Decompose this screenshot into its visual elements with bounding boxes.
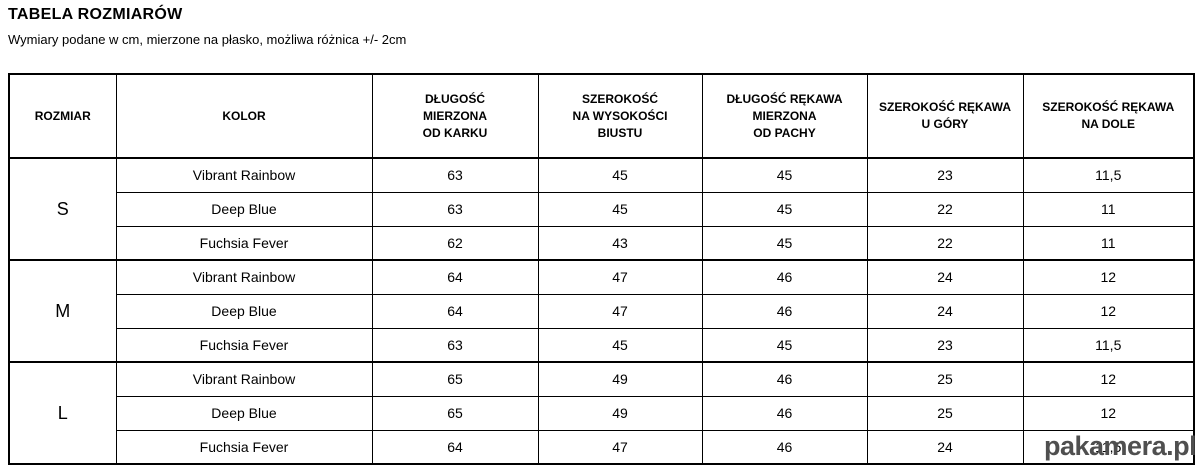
header-dlugosc-rekawa: DŁUGOŚĆ RĘKAWA MIERZONA OD PACHY <box>701 73 868 159</box>
measurement-value: 45 <box>701 191 868 227</box>
header-dlugosc-od-karku: DŁUGOŚĆ MIERZONA OD KARKU <box>371 73 539 159</box>
measurement-value: 46 <box>701 429 868 465</box>
measurement-value: 49 <box>537 395 703 431</box>
measurement-value: 24 <box>866 429 1024 465</box>
table-row: Fuchsia Fever 62 43 45 22 11 <box>9 225 1195 261</box>
measurement-value: 23 <box>866 157 1024 193</box>
size-table: ROZMIAR KOLOR DŁUGOŚĆ MIERZONA OD KARKU … <box>8 73 1195 465</box>
table-row: Deep Blue 64 47 46 24 12 <box>9 293 1195 329</box>
measurement-value: 24 <box>866 293 1024 329</box>
measurement-value: 45 <box>537 157 703 193</box>
header-szerokosc-biustu: SZEROKOŚĆ NA WYSOKOŚCI BIUSTU <box>537 73 703 159</box>
measurement-value: 12 <box>1022 293 1195 329</box>
measurement-value: 22 <box>866 225 1024 261</box>
measurement-note: Wymiary podane w cm, mierzone na płasko,… <box>8 32 407 47</box>
measurement-value: 46 <box>701 293 868 329</box>
measurement-value: 64 <box>371 429 539 465</box>
measurement-value: 46 <box>701 395 868 431</box>
measurement-value: 45 <box>701 225 868 261</box>
measurement-value: 49 <box>537 361 703 397</box>
measurement-value: 43 <box>537 225 703 261</box>
table-row: Deep Blue 63 45 45 22 11 <box>9 191 1195 227</box>
measurement-value: 47 <box>537 429 703 465</box>
color-name: Vibrant Rainbow <box>115 259 373 295</box>
color-name: Vibrant Rainbow <box>115 361 373 397</box>
measurement-value: 45 <box>701 327 868 363</box>
header-rozmiar: ROZMIAR <box>8 73 117 159</box>
table-row: Fuchsia Fever 63 45 45 23 11,5 <box>9 327 1195 363</box>
measurement-value: 47 <box>537 293 703 329</box>
measurement-value: 65 <box>371 395 539 431</box>
measurement-value: 23 <box>866 327 1024 363</box>
measurement-value: 47 <box>537 259 703 295</box>
measurement-value: 63 <box>371 327 539 363</box>
measurement-value: 64 <box>371 293 539 329</box>
measurement-value: 11,5 <box>1022 429 1195 465</box>
size-group-l: L Vibrant Rainbow 65 49 46 25 12 Deep Bl… <box>8 361 1195 465</box>
measurement-value: 65 <box>371 361 539 397</box>
page-title: TABELA ROZMIARÓW <box>8 6 183 23</box>
header-szerokosc-rekawa-dol: SZEROKOŚĆ RĘKAWA NA DOLE <box>1022 73 1195 159</box>
color-name: Vibrant Rainbow <box>115 157 373 193</box>
measurement-value: 25 <box>866 361 1024 397</box>
measurement-value: 62 <box>371 225 539 261</box>
measurement-value: 11,5 <box>1022 157 1195 193</box>
size-group-s: S Vibrant Rainbow 63 45 45 23 11,5 Deep … <box>8 157 1195 261</box>
table-row: L Vibrant Rainbow 65 49 46 25 12 <box>8 361 1195 465</box>
color-name: Deep Blue <box>115 191 373 227</box>
color-name: Deep Blue <box>115 395 373 431</box>
measurement-value: 45 <box>537 191 703 227</box>
table-row: Fuchsia Fever 64 47 46 24 11,5 <box>9 429 1195 465</box>
measurement-value: 11,5 <box>1022 327 1195 363</box>
measurement-value: 11 <box>1022 191 1195 227</box>
size-table-header: ROZMIAR KOLOR DŁUGOŚĆ MIERZONA OD KARKU … <box>8 73 1195 159</box>
measurement-value: 45 <box>537 327 703 363</box>
table-row: S Vibrant Rainbow 63 45 45 23 11,5 <box>8 157 1195 261</box>
measurement-value: 63 <box>371 157 539 193</box>
size-label-l: L <box>8 361 117 465</box>
measurement-value: 45 <box>701 157 868 193</box>
measurement-value: 12 <box>1022 259 1195 295</box>
size-group-m: M Vibrant Rainbow 64 47 46 24 12 Deep Bl… <box>8 259 1195 363</box>
measurement-value: 46 <box>701 361 868 397</box>
size-label-m: M <box>8 259 117 363</box>
color-name: Fuchsia Fever <box>115 429 373 465</box>
measurement-value: 25 <box>866 395 1024 431</box>
measurement-value: 24 <box>866 259 1024 295</box>
header-kolor: KOLOR <box>115 73 373 159</box>
measurement-value: 11 <box>1022 225 1195 261</box>
table-row: M Vibrant Rainbow 64 47 46 24 12 <box>8 259 1195 363</box>
header-szerokosc-rekawa-gora: SZEROKOŚĆ RĘKAWA U GÓRY <box>866 73 1024 159</box>
table-row: Deep Blue 65 49 46 25 12 <box>9 395 1195 431</box>
measurement-value: 64 <box>371 259 539 295</box>
color-name: Deep Blue <box>115 293 373 329</box>
header-row: ROZMIAR KOLOR DŁUGOŚĆ MIERZONA OD KARKU … <box>8 73 1195 159</box>
measurement-value: 22 <box>866 191 1024 227</box>
measurement-value: 46 <box>701 259 868 295</box>
measurement-value: 12 <box>1022 395 1195 431</box>
size-label-s: S <box>8 157 117 261</box>
color-name: Fuchsia Fever <box>115 327 373 363</box>
color-name: Fuchsia Fever <box>115 225 373 261</box>
measurement-value: 12 <box>1022 361 1195 397</box>
measurement-value: 63 <box>371 191 539 227</box>
